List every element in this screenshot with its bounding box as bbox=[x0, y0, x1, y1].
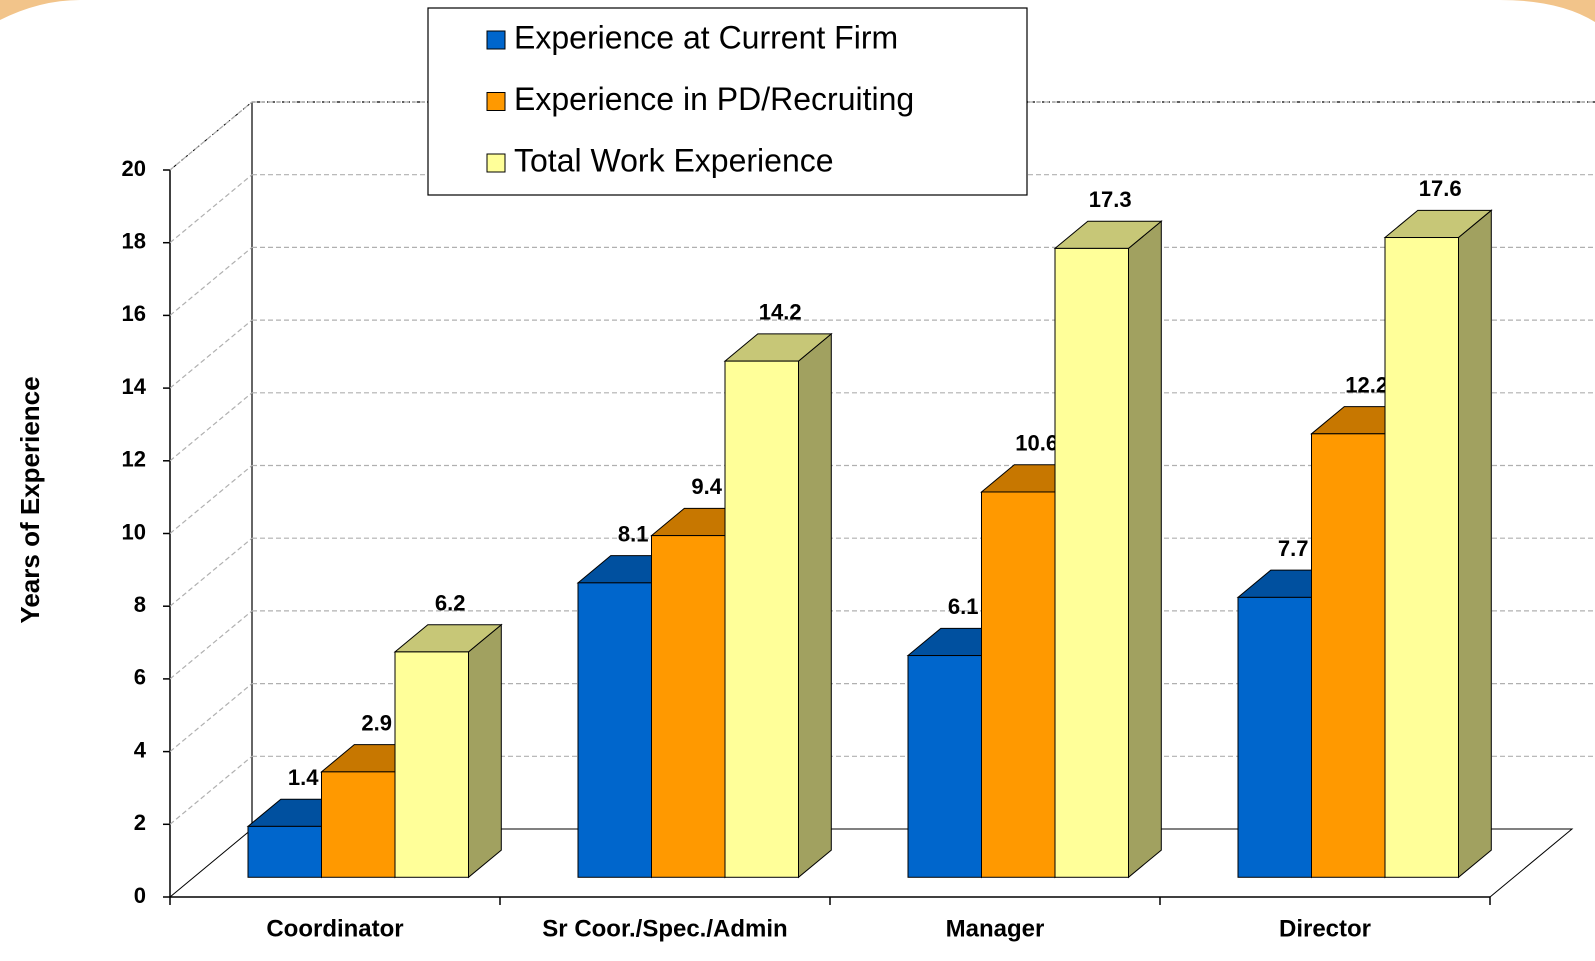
legend-swatch bbox=[486, 30, 506, 50]
bar-front bbox=[907, 655, 982, 878]
grid-line bbox=[169, 465, 253, 534]
value-label: 17.6 bbox=[1419, 176, 1462, 201]
bar-side bbox=[798, 332, 832, 879]
decoration bbox=[1500, 0, 1595, 22]
bar bbox=[393, 623, 503, 879]
legend-label: Experience in PD/Recruiting bbox=[514, 81, 914, 117]
y-tick-label: 8 bbox=[134, 592, 146, 617]
y-tick-label: 4 bbox=[134, 737, 147, 762]
value-label: 1.4 bbox=[288, 765, 319, 790]
grid-line bbox=[169, 319, 253, 389]
x-tick-label: Director bbox=[1279, 915, 1371, 942]
grid-line bbox=[169, 174, 253, 244]
y-axis-title: Years of Experience bbox=[15, 376, 45, 623]
grid-line bbox=[169, 683, 253, 753]
value-label: 17.3 bbox=[1089, 187, 1132, 212]
x-tick-label: Sr Coor./Spec./Admin bbox=[542, 915, 787, 942]
value-label: 6.2 bbox=[435, 591, 466, 616]
bar-front bbox=[651, 535, 726, 878]
x-tick-label: Manager bbox=[946, 915, 1045, 942]
value-label: 6.1 bbox=[948, 594, 979, 619]
legend: Experience at Current Firm Experience in … bbox=[427, 7, 1028, 196]
y-tick-label: 10 bbox=[122, 519, 146, 544]
walls: 0 2 4 6 8 10 12 14 16 18 20 Coordinator Sr Coor./Spe… bbox=[122, 101, 1595, 942]
grid-line bbox=[169, 392, 253, 462]
value-label: 8.1 bbox=[618, 521, 649, 546]
bar-front bbox=[1311, 433, 1386, 878]
bar-front bbox=[247, 825, 322, 878]
y-tick-label: 0 bbox=[134, 883, 146, 908]
grid-line bbox=[169, 246, 253, 316]
y-tick-label: 14 bbox=[122, 374, 147, 399]
bar-front bbox=[724, 360, 799, 878]
grid-line bbox=[169, 101, 253, 171]
bar-front bbox=[394, 651, 469, 878]
grid-line bbox=[169, 537, 253, 607]
value-label: 12.2 bbox=[1345, 372, 1388, 397]
legend-label: Experience at Current Firm bbox=[514, 19, 898, 55]
bar-side bbox=[1128, 220, 1162, 879]
legend-box bbox=[427, 7, 1028, 196]
decoration bbox=[0, 0, 80, 20]
bar-side bbox=[1458, 209, 1492, 879]
bar-front bbox=[1237, 596, 1312, 878]
bar-front bbox=[577, 582, 652, 878]
bars: 1.4 2.9 6.2 8.1 9.4 14.2 6.1 10.6 17.3 7.7 12.2 17.… bbox=[246, 176, 1493, 879]
y-tick-label: 18 bbox=[122, 229, 146, 254]
bar-front bbox=[1054, 247, 1129, 878]
y-tick-label: 2 bbox=[134, 810, 146, 835]
legend-label: Total Work Experience bbox=[514, 142, 834, 178]
grid-line bbox=[169, 755, 253, 825]
y-tick-label: 6 bbox=[134, 665, 146, 690]
bar bbox=[1053, 220, 1163, 879]
bar-front bbox=[1384, 237, 1459, 878]
value-label: 7.7 bbox=[1278, 536, 1309, 561]
y-tick-label: 20 bbox=[122, 156, 146, 181]
bar-front bbox=[981, 491, 1056, 878]
value-label: 9.4 bbox=[691, 474, 722, 499]
y-tick-label: 12 bbox=[122, 447, 146, 472]
legend-swatch bbox=[486, 153, 506, 173]
value-label: 10.6 bbox=[1015, 431, 1058, 456]
bar bbox=[1383, 209, 1493, 879]
x-tick-label: Coordinator bbox=[266, 915, 403, 942]
bar bbox=[723, 332, 833, 879]
value-label: 2.9 bbox=[361, 710, 392, 735]
y-tick-label: 16 bbox=[122, 301, 146, 326]
legend-swatch bbox=[486, 92, 506, 111]
value-label: 14.2 bbox=[759, 300, 802, 325]
bar-side bbox=[468, 623, 502, 879]
grid-line bbox=[169, 610, 253, 680]
bar-front bbox=[321, 771, 396, 878]
